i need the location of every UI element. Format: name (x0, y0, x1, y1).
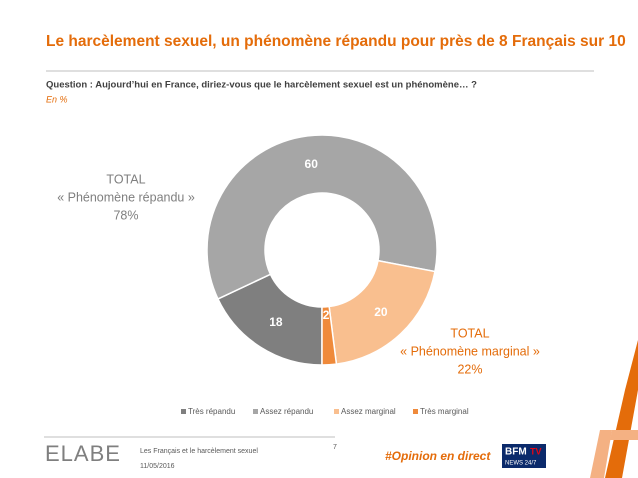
decor-shape (590, 430, 612, 478)
annotation: TOTAL (106, 172, 145, 186)
donut-segment (206, 134, 438, 300)
question: Question : Aujourd’hui en France, diriez… (46, 80, 477, 91)
broadcaster-logo: BFM TV NEWS 24/7 (502, 444, 546, 468)
hashtag: #Opinion en direct (385, 449, 491, 463)
legend-label: Assez marginal (341, 407, 396, 416)
data-label: 2 (323, 308, 330, 322)
legend-swatch (181, 409, 186, 414)
annotation: 78% (113, 208, 138, 222)
data-label: 18 (269, 315, 283, 329)
annotation: TOTAL (450, 326, 489, 340)
donut-segment (328, 259, 436, 365)
logo-box (502, 444, 546, 468)
logo-text: TV (530, 446, 542, 456)
legend-label: Très marginal (420, 407, 469, 416)
annotation: 22% (457, 362, 482, 376)
unit-note: En % (46, 94, 68, 104)
data-label: 60 (305, 157, 319, 171)
legend-label: Très répandu (188, 407, 235, 416)
decor-shape (610, 430, 638, 440)
logo-text: NEWS 24/7 (505, 461, 537, 467)
footer-study: Les Français et le harcèlement sexuel (140, 448, 258, 455)
data-label: 20 (374, 305, 388, 319)
page-number: 7 (333, 444, 337, 451)
annotation-left: TOTAL « Phénomène répandu » 78% (57, 172, 195, 222)
donut: 18 60 20 2 (206, 134, 438, 366)
logo-text: BFM (505, 447, 527, 458)
decor-shape (605, 340, 638, 478)
donut-segment (321, 305, 338, 366)
logo: ELABE (45, 441, 121, 466)
footer-date: 11/05/2016 (140, 463, 175, 470)
legend: Très répandu Assez répandu Assez marginal T… (181, 407, 469, 416)
chart-title: Le harcèlement sexuel, un phénomène répa… (46, 33, 626, 50)
legend-label: Assez répandu (260, 407, 313, 416)
decor (590, 340, 638, 478)
annotation: « Phénomène répandu » (57, 190, 195, 204)
annotation-right: TOTAL « Phénomène marginal » 22% (400, 326, 540, 376)
legend-swatch (334, 409, 339, 414)
legend-swatch (253, 409, 258, 414)
annotation: « Phénomène marginal » (400, 344, 540, 358)
legend-swatch (413, 409, 418, 414)
